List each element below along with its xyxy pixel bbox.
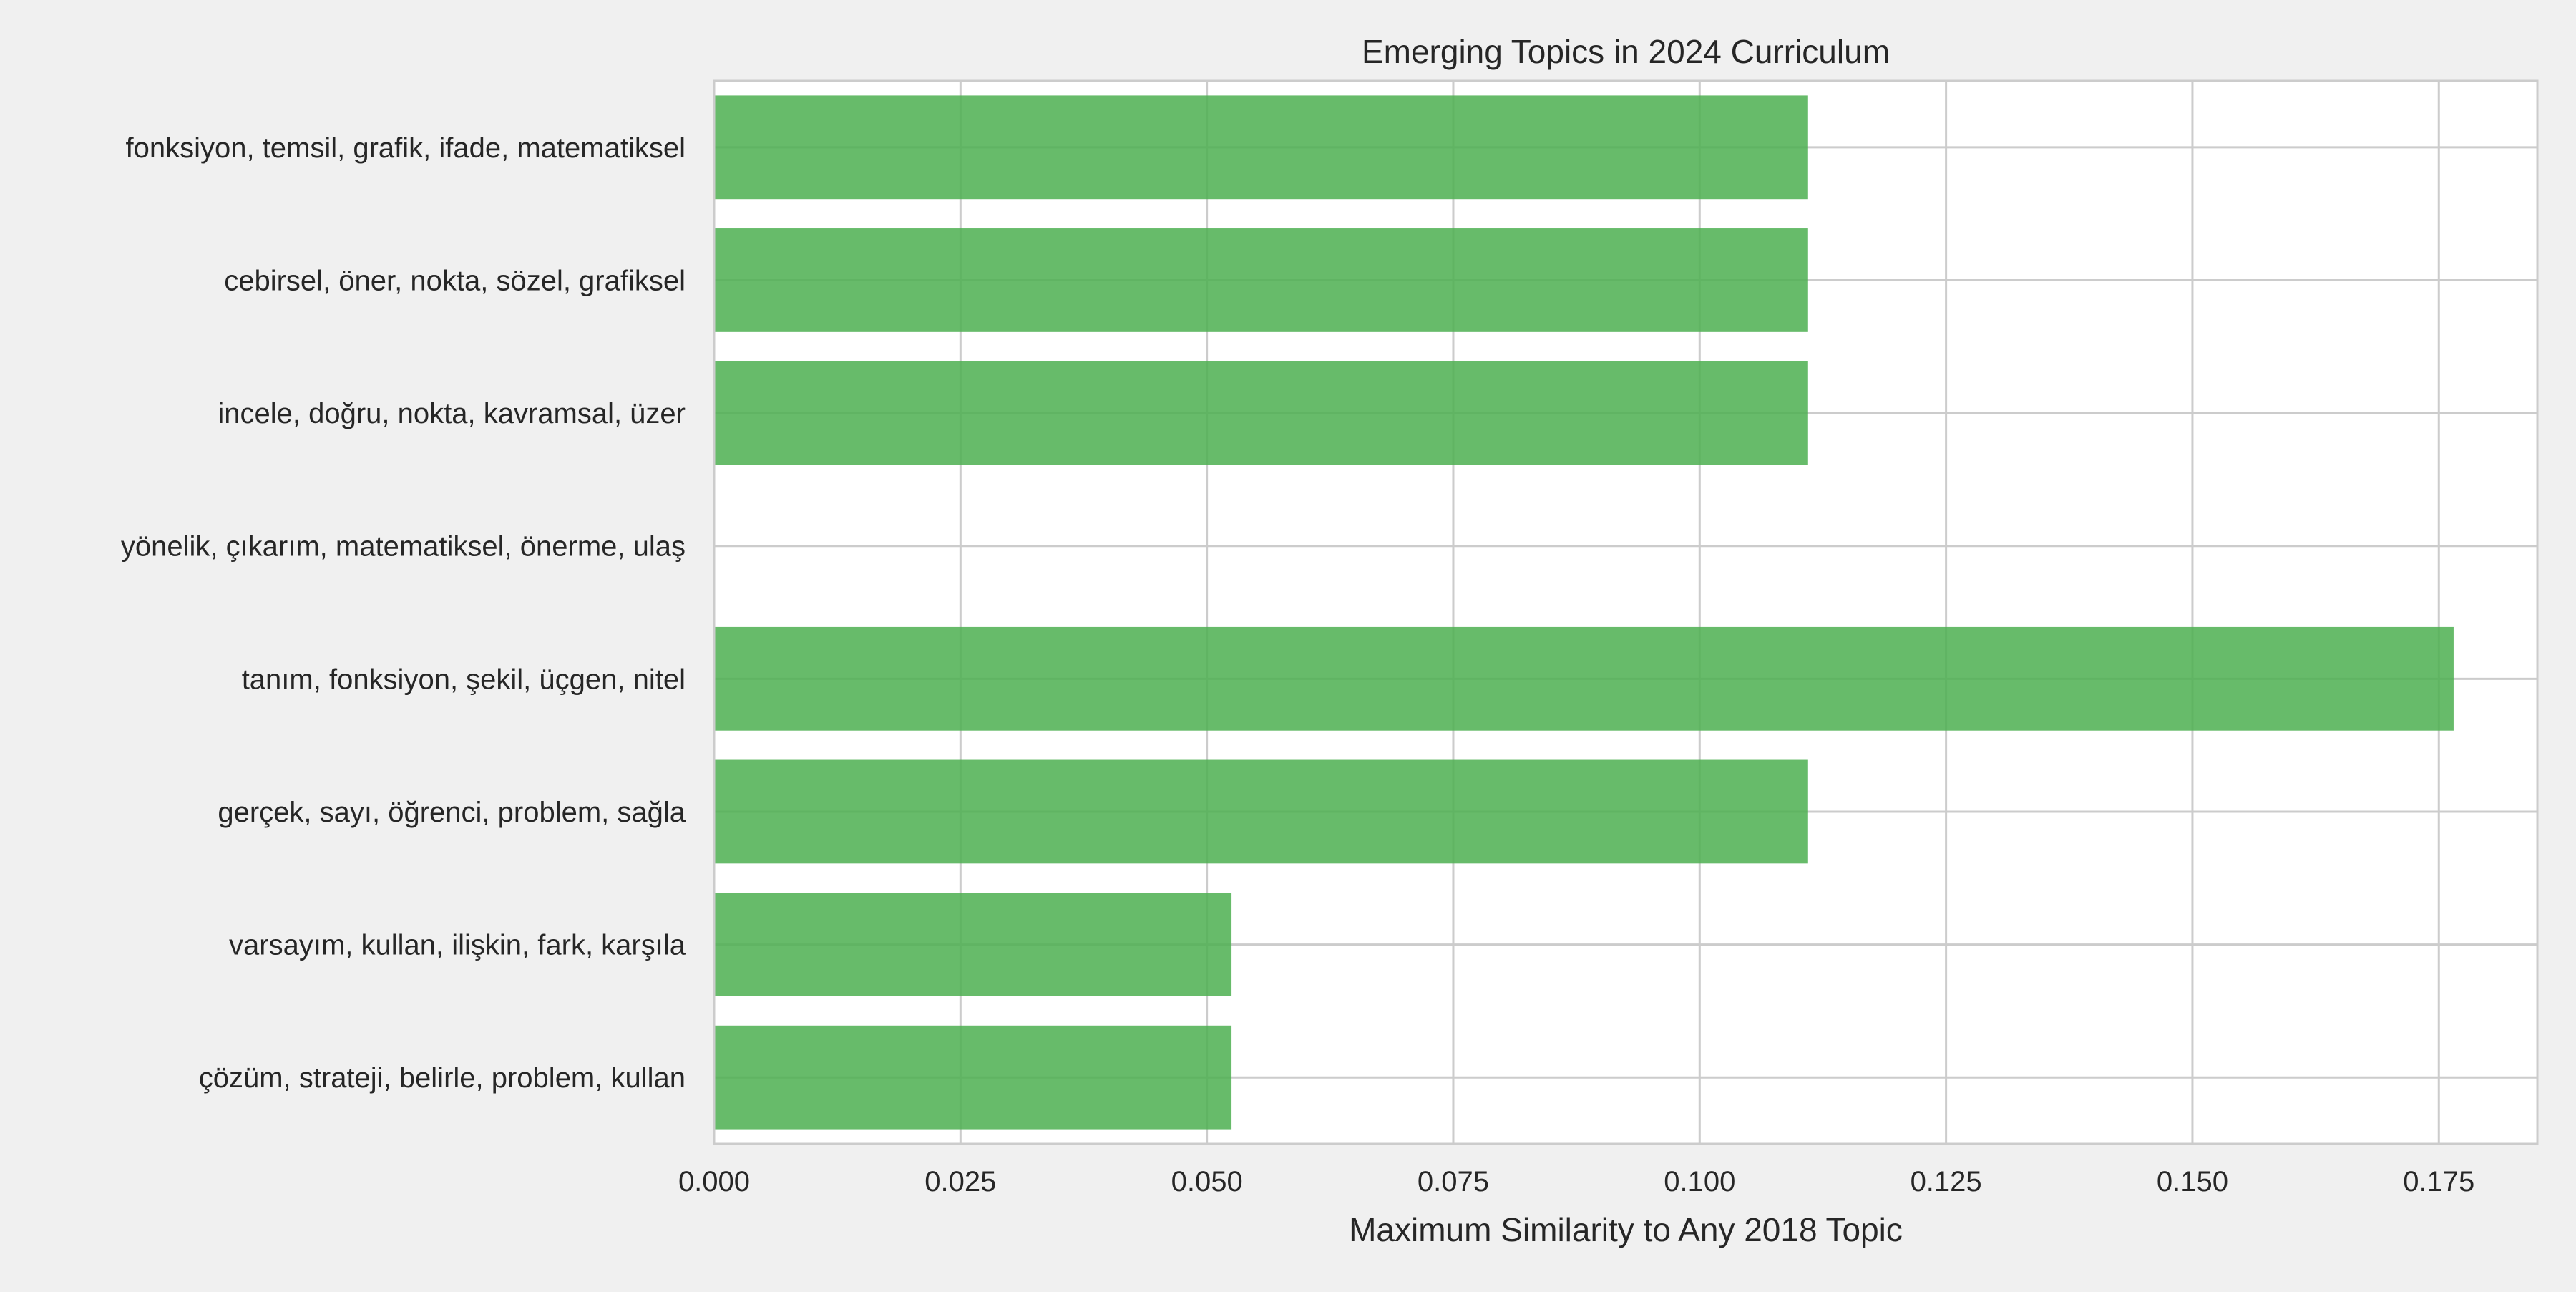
x-tick-label: 0.100	[1664, 1166, 1735, 1198]
bar	[714, 228, 1808, 332]
x-tick-label: 0.000	[678, 1166, 750, 1198]
y-tick-label: yönelik, çıkarım, matematiksel, önerme, …	[121, 531, 686, 563]
x-tick-label: 0.125	[1911, 1166, 1982, 1198]
x-axis-label: Maximum Similarity to Any 2018 Topic	[1349, 1211, 1903, 1248]
x-tick-label: 0.025	[924, 1166, 996, 1198]
bar	[714, 626, 2454, 731]
y-tick-label: varsayım, kullan, ilişkin, fark, karşıla	[229, 930, 686, 961]
x-tick-label: 0.150	[2157, 1166, 2228, 1198]
y-tick-label: gerçek, sayı, öğrenci, problem, sağla	[218, 797, 686, 828]
y-tick-labels: fonksiyon, temsil, grafik, ifade, matema…	[121, 132, 686, 1094]
x-tick-label: 0.050	[1171, 1166, 1243, 1198]
y-tick-label: fonksiyon, temsil, grafik, ifade, matema…	[125, 132, 686, 164]
x-tick-label: 0.075	[1418, 1166, 1489, 1198]
bar	[714, 759, 1808, 864]
bar	[714, 893, 1232, 996]
bar	[714, 1025, 1232, 1130]
y-tick-label: cebirsel, öner, nokta, sözel, grafiksel	[224, 265, 686, 296]
y-tick-label: çözüm, strateji, belirle, problem, kulla…	[199, 1062, 686, 1094]
bars	[714, 95, 2454, 1130]
chart-title: Emerging Topics in 2024 Curriculum	[1362, 33, 1890, 70]
x-tick-label: 0.175	[2403, 1166, 2474, 1198]
y-tick-label: tanım, fonksiyon, şekil, üçgen, nitel	[242, 664, 686, 695]
y-tick-label: incele, doğru, nokta, kavramsal, üzer	[218, 398, 686, 429]
bar	[714, 95, 1808, 200]
bar	[714, 361, 1808, 465]
x-tick-labels: 0.000 0.025 0.050 0.075 0.100 0.125 0.150 0.175	[678, 1166, 2474, 1198]
plot-frame	[713, 79, 2539, 1145]
